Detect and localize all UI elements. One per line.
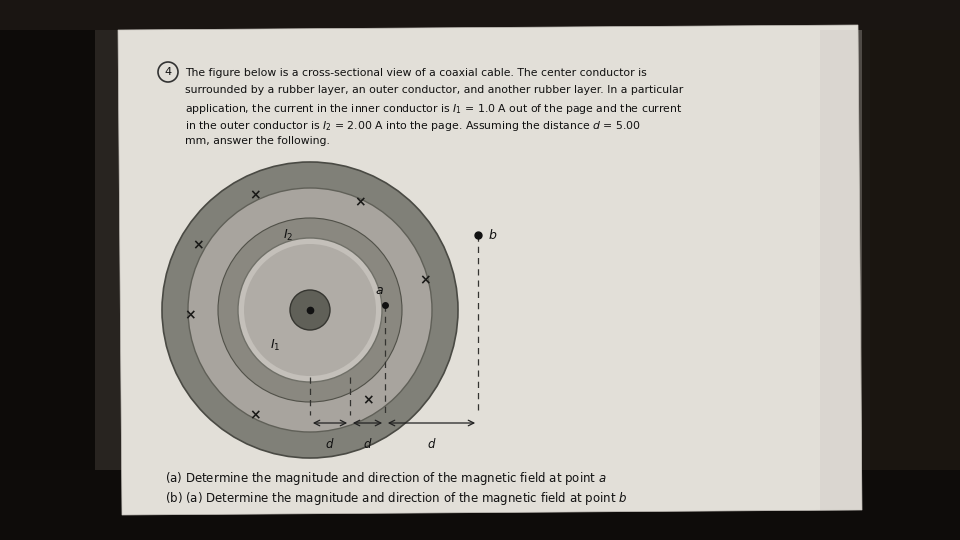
Circle shape <box>218 218 402 402</box>
Text: ×: × <box>354 195 366 209</box>
Text: application, the current in the inner conductor is $I_1$ = 1.0 A out of the page: application, the current in the inner co… <box>185 102 683 116</box>
Bar <box>0 470 960 540</box>
Text: $b$: $b$ <box>488 228 497 242</box>
Bar <box>0 0 95 540</box>
Text: 4: 4 <box>164 67 172 77</box>
Circle shape <box>238 238 382 382</box>
Text: $d$: $d$ <box>325 437 335 451</box>
Text: ×: × <box>184 308 196 322</box>
Text: mm, answer the following.: mm, answer the following. <box>185 136 330 146</box>
Text: $d$: $d$ <box>427 437 436 451</box>
Bar <box>820 30 862 510</box>
Text: in the outer conductor is $I_2$ = 2.00 A into the page. Assuming the distance $d: in the outer conductor is $I_2$ = 2.00 A… <box>185 119 641 133</box>
Text: ×: × <box>250 408 261 422</box>
Text: (a) Determine the magnitude and direction of the magnetic field at point $a$: (a) Determine the magnitude and directio… <box>165 470 607 487</box>
Bar <box>95 30 150 470</box>
Text: ×: × <box>420 273 431 287</box>
Text: ×: × <box>362 393 373 407</box>
Text: $d$: $d$ <box>363 437 372 451</box>
Circle shape <box>188 188 432 432</box>
Text: $a$: $a$ <box>374 285 383 298</box>
Text: ×: × <box>192 238 204 252</box>
Text: $I_1$: $I_1$ <box>270 338 280 353</box>
Text: (b) (a) Determine the magnitude and direction of the magnetic field at point $b$: (b) (a) Determine the magnitude and dire… <box>165 490 627 507</box>
Circle shape <box>162 162 458 458</box>
Text: The figure below is a cross-sectional view of a coaxial cable. The center conduc: The figure below is a cross-sectional vi… <box>185 68 647 78</box>
Text: surrounded by a rubber layer, an outer conductor, and another rubber layer. In a: surrounded by a rubber layer, an outer c… <box>185 85 684 95</box>
Polygon shape <box>118 25 862 515</box>
Bar <box>870 0 960 540</box>
Bar <box>0 0 960 30</box>
Text: ×: × <box>250 188 261 202</box>
Circle shape <box>244 244 376 376</box>
Text: $I_2$: $I_2$ <box>283 227 293 242</box>
Circle shape <box>290 290 330 330</box>
